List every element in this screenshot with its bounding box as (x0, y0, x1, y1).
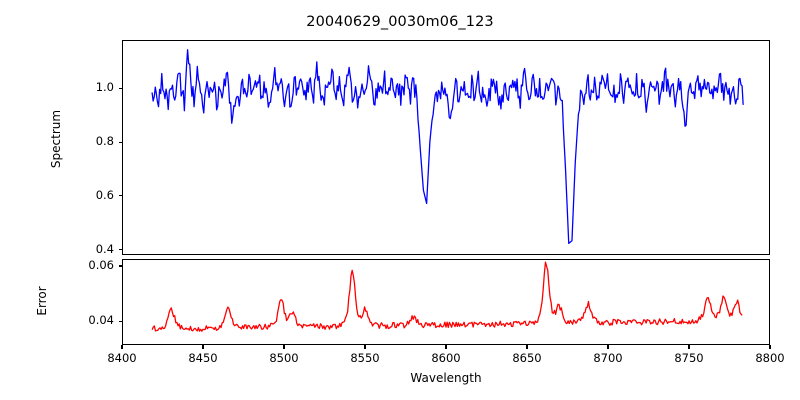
spectrum-y-tick-label: 0.6 (95, 187, 114, 202)
spectrum-line-series (151, 49, 744, 244)
spectrum-y-tick-label: 1.0 (95, 80, 114, 95)
x-tick-mark (202, 345, 204, 349)
x-tick-mark (607, 345, 609, 349)
x-tick-mark (526, 345, 528, 349)
error-trace (151, 261, 743, 332)
spectrum-y-tick-mark (118, 195, 122, 197)
x-tick-mark (121, 345, 123, 349)
spectrum-plot-area (122, 40, 770, 255)
x-tick-mark (283, 345, 285, 349)
error-y-tick-mark (118, 320, 122, 322)
spectrum-y-tick-mark (118, 141, 122, 143)
error-plot-area (122, 259, 770, 345)
x-tick-label: 8600 (431, 351, 461, 365)
x-tick-label: 8500 (269, 351, 299, 365)
x-tick-label: 8550 (350, 351, 380, 365)
x-tick-mark (445, 345, 447, 349)
x-tick-label: 8400 (107, 351, 137, 365)
spectrum-y-tick-label: 0.8 (95, 134, 114, 149)
x-tick-mark (364, 345, 366, 349)
spectrum-y-tick-mark (118, 87, 122, 89)
error-y-tick-label: 0.06 (88, 257, 114, 272)
x-tick-mark (769, 345, 771, 349)
error-y-tick-label: 0.04 (88, 313, 114, 328)
x-tick-label: 8800 (755, 351, 785, 365)
figure-title: 20040629_0030m06_123 (306, 14, 494, 30)
spectrum-y-tick-mark (118, 249, 122, 251)
spectrum-trace (151, 49, 744, 244)
error-line-series (151, 261, 743, 332)
x-tick-label: 8700 (593, 351, 623, 365)
x-tick-mark (688, 345, 690, 349)
wavelength-axis-label: Wavelength (410, 371, 482, 385)
spectrum-y-tick-label: 0.4 (95, 241, 114, 256)
x-tick-label: 8750 (674, 351, 704, 365)
x-tick-label: 8650 (512, 351, 542, 365)
error-axis-label: Error (35, 286, 49, 316)
error-y-tick-mark (118, 265, 122, 267)
x-tick-label: 8450 (188, 351, 218, 365)
